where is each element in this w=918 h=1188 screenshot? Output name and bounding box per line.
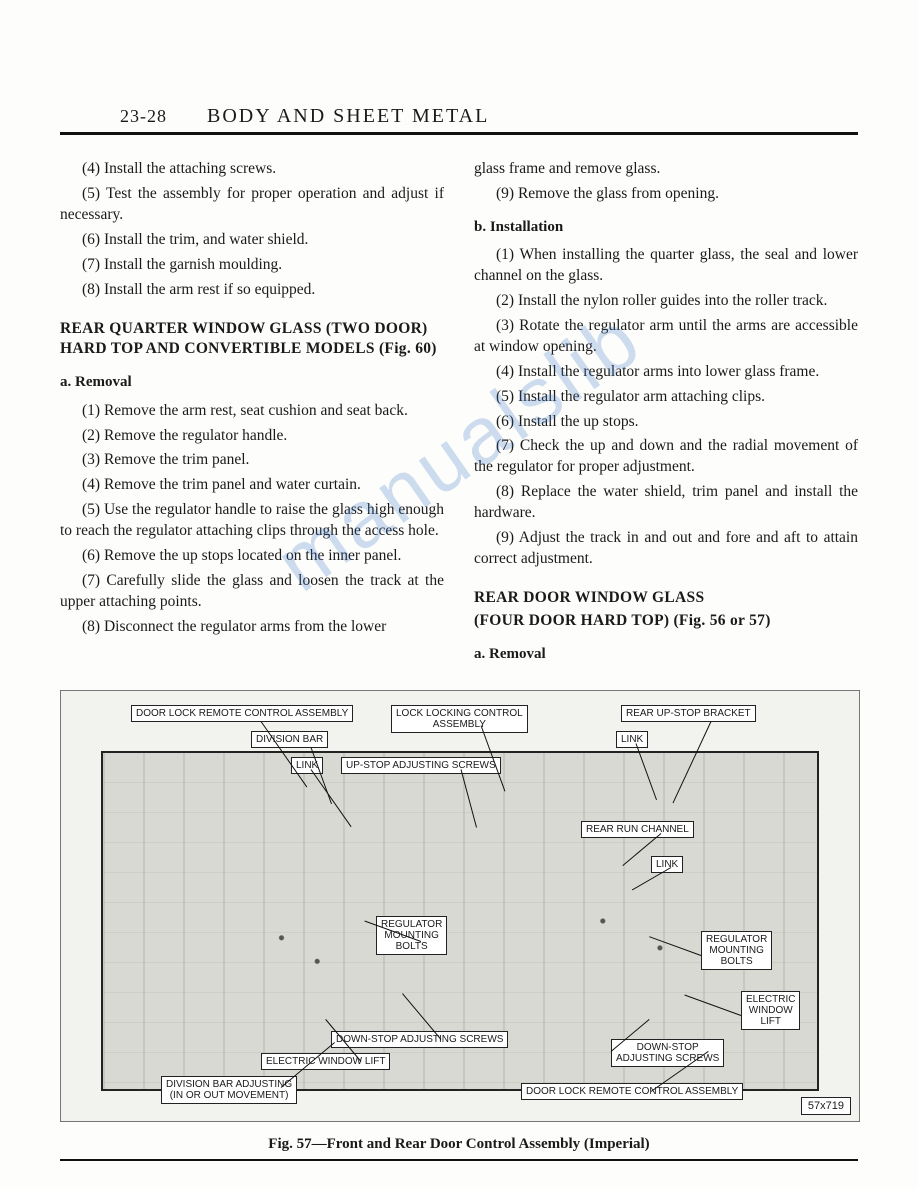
manual-page: manualslib 23-28 BODY AND SHEET METAL (4… xyxy=(0,0,918,1188)
step: (2) Install the nylon roller guides into… xyxy=(474,291,858,312)
figure-callout-label: UP-STOP ADJUSTING SCREWS xyxy=(341,757,501,774)
figure-image: 57x719 DOOR LOCK REMOTE CONTROL ASSEMBLY… xyxy=(60,690,860,1122)
figure-callout-label: LINK xyxy=(651,856,683,873)
step: (1) When installing the quarter glass, t… xyxy=(474,245,858,287)
step: (8) Install the arm rest if so equipped. xyxy=(60,280,444,301)
footer-rule xyxy=(60,1159,858,1161)
step: (8) Replace the water shield, trim panel… xyxy=(474,482,858,524)
figure-callout-label: REAR UP-STOP BRACKET xyxy=(621,705,756,722)
step: (9) Remove the glass from opening. xyxy=(474,184,858,205)
step: (9) Adjust the track in and out and fore… xyxy=(474,528,858,570)
step: (7) Carefully slide the glass and loosen… xyxy=(60,571,444,613)
step: (7) Install the garnish moulding. xyxy=(60,255,444,276)
figure-callout-label: REGULATORMOUNTINGBOLTS xyxy=(376,916,447,955)
right-column: glass frame and remove glass. (9) Remove… xyxy=(474,159,858,672)
figure-callout-label: DIVISION BAR ADJUSTING(IN OR OUT MOVEMEN… xyxy=(161,1076,297,1104)
step: (6) Install the up stops. xyxy=(474,412,858,433)
figure-callout-label: DOOR LOCK REMOTE CONTROL ASSEMBLY xyxy=(131,705,353,722)
step: (5) Install the regulator arm attaching … xyxy=(474,387,858,408)
figure-callout-label: REAR RUN CHANNEL xyxy=(581,821,694,838)
figure-id: 57x719 xyxy=(801,1097,851,1115)
figure-callout-label: LINK xyxy=(616,731,648,748)
section-heading: REAR QUARTER WINDOW GLASS (TWO DOOR) HAR… xyxy=(60,319,444,361)
step: (5) Use the regulator handle to raise th… xyxy=(60,500,444,542)
figure-callout-label: DOWN-STOP ADJUSTING SCREWS xyxy=(331,1031,508,1048)
step: (4) Remove the trim panel and water curt… xyxy=(60,475,444,496)
subsection-heading: a. Removal xyxy=(60,372,444,392)
page-header: 23-28 BODY AND SHEET METAL xyxy=(60,105,858,135)
section-heading: REAR DOOR WINDOW GLASS xyxy=(474,588,858,609)
text-columns: (4) Install the attaching screws. (5) Te… xyxy=(60,159,858,672)
step: (6) Remove the up stops located on the i… xyxy=(60,546,444,567)
step: (7) Check the up and down and the radial… xyxy=(474,436,858,478)
step: (8) Disconnect the regulator arms from t… xyxy=(60,617,444,638)
step: (2) Remove the regulator handle. xyxy=(60,426,444,447)
figure-callout-label: DIVISION BAR xyxy=(251,731,328,748)
figure-callout-label: DOOR LOCK REMOTE CONTROL ASSEMBLY xyxy=(521,1083,743,1100)
left-column: (4) Install the attaching screws. (5) Te… xyxy=(60,159,444,672)
figure-callout-label: ELECTRICWINDOWLIFT xyxy=(741,991,800,1030)
page-title: BODY AND SHEET METAL xyxy=(207,105,489,128)
figure-callout-label: LOCK LOCKING CONTROLASSEMBLY xyxy=(391,705,528,733)
figure-callout-label: ELECTRIC WINDOW LIFT xyxy=(261,1053,390,1070)
section-heading: (FOUR DOOR HARD TOP) (Fig. 56 or 57) xyxy=(474,611,858,632)
step: (6) Install the trim, and water shield. xyxy=(60,230,444,251)
step: (1) Remove the arm rest, seat cushion an… xyxy=(60,401,444,422)
page-number: 23-28 xyxy=(120,106,167,127)
step: (3) Remove the trim panel. xyxy=(60,450,444,471)
step: (4) Install the regulator arms into lowe… xyxy=(474,362,858,383)
subsection-heading: a. Removal xyxy=(474,644,858,664)
subsection-heading: b. Installation xyxy=(474,217,858,237)
step: (3) Rotate the regulator arm until the a… xyxy=(474,316,858,358)
figure-block: 57x719 DOOR LOCK REMOTE CONTROL ASSEMBLY… xyxy=(60,690,858,1161)
step: glass frame and remove glass. xyxy=(474,159,858,180)
figure-callout-label: REGULATORMOUNTINGBOLTS xyxy=(701,931,772,970)
figure-callout-label: DOWN-STOPADJUSTING SCREWS xyxy=(611,1039,724,1067)
step: (4) Install the attaching screws. xyxy=(60,159,444,180)
step: (5) Test the assembly for proper operati… xyxy=(60,184,444,226)
figure-caption: Fig. 57—Front and Rear Door Control Asse… xyxy=(60,1136,858,1153)
